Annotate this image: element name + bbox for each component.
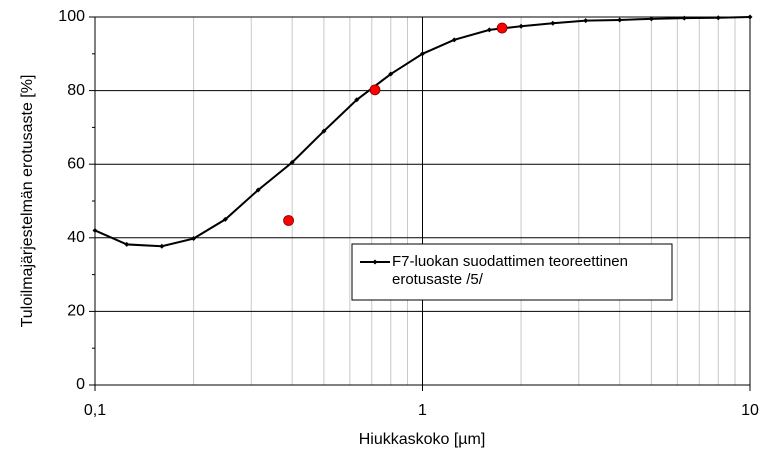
scatter-point [496, 22, 508, 34]
line-marker [222, 216, 228, 222]
line-marker [124, 241, 130, 247]
line-marker [255, 187, 261, 193]
line-marker [518, 23, 524, 29]
line-marker [388, 71, 394, 77]
line-marker [747, 14, 753, 20]
line-marker [715, 15, 721, 21]
line-marker [486, 27, 492, 33]
line-marker [420, 51, 425, 57]
y-tick-label: 100 [58, 8, 85, 25]
plot-border [94, 16, 751, 386]
legend-marker [372, 259, 378, 265]
line-marker [648, 16, 654, 22]
x-axis-label: Hiukkaskoko [µm] [359, 431, 486, 448]
line-marker [191, 236, 197, 242]
line-marker [159, 243, 165, 249]
legend-box [351, 243, 673, 301]
x-tick-label: 1 [418, 402, 427, 419]
line-marker [451, 37, 457, 43]
y-tick-label: 0 [76, 376, 85, 393]
line-marker [289, 159, 295, 165]
line-marker [681, 15, 687, 21]
line-marker [550, 20, 556, 26]
line-marker [617, 17, 623, 23]
line-marker [354, 97, 360, 103]
y-tick-label: 80 [67, 82, 85, 99]
scatter-point [283, 215, 294, 226]
y-tick-label: 40 [67, 229, 85, 246]
x-tick-label: 0,1 [84, 402, 106, 419]
scatter-point [369, 84, 381, 96]
x-tick-label: 10 [741, 402, 759, 419]
y-tick-label: 20 [67, 303, 85, 320]
line-marker [92, 227, 98, 233]
y-tick-label: 60 [67, 155, 85, 172]
line-marker [321, 128, 327, 134]
y-axis-label: Tuloilmajärjestelmän erotusaste [%] [19, 75, 36, 328]
line-marker [583, 18, 589, 24]
legend-label: F7-luokan suodattimen teoreettinen erotu… [392, 253, 628, 288]
